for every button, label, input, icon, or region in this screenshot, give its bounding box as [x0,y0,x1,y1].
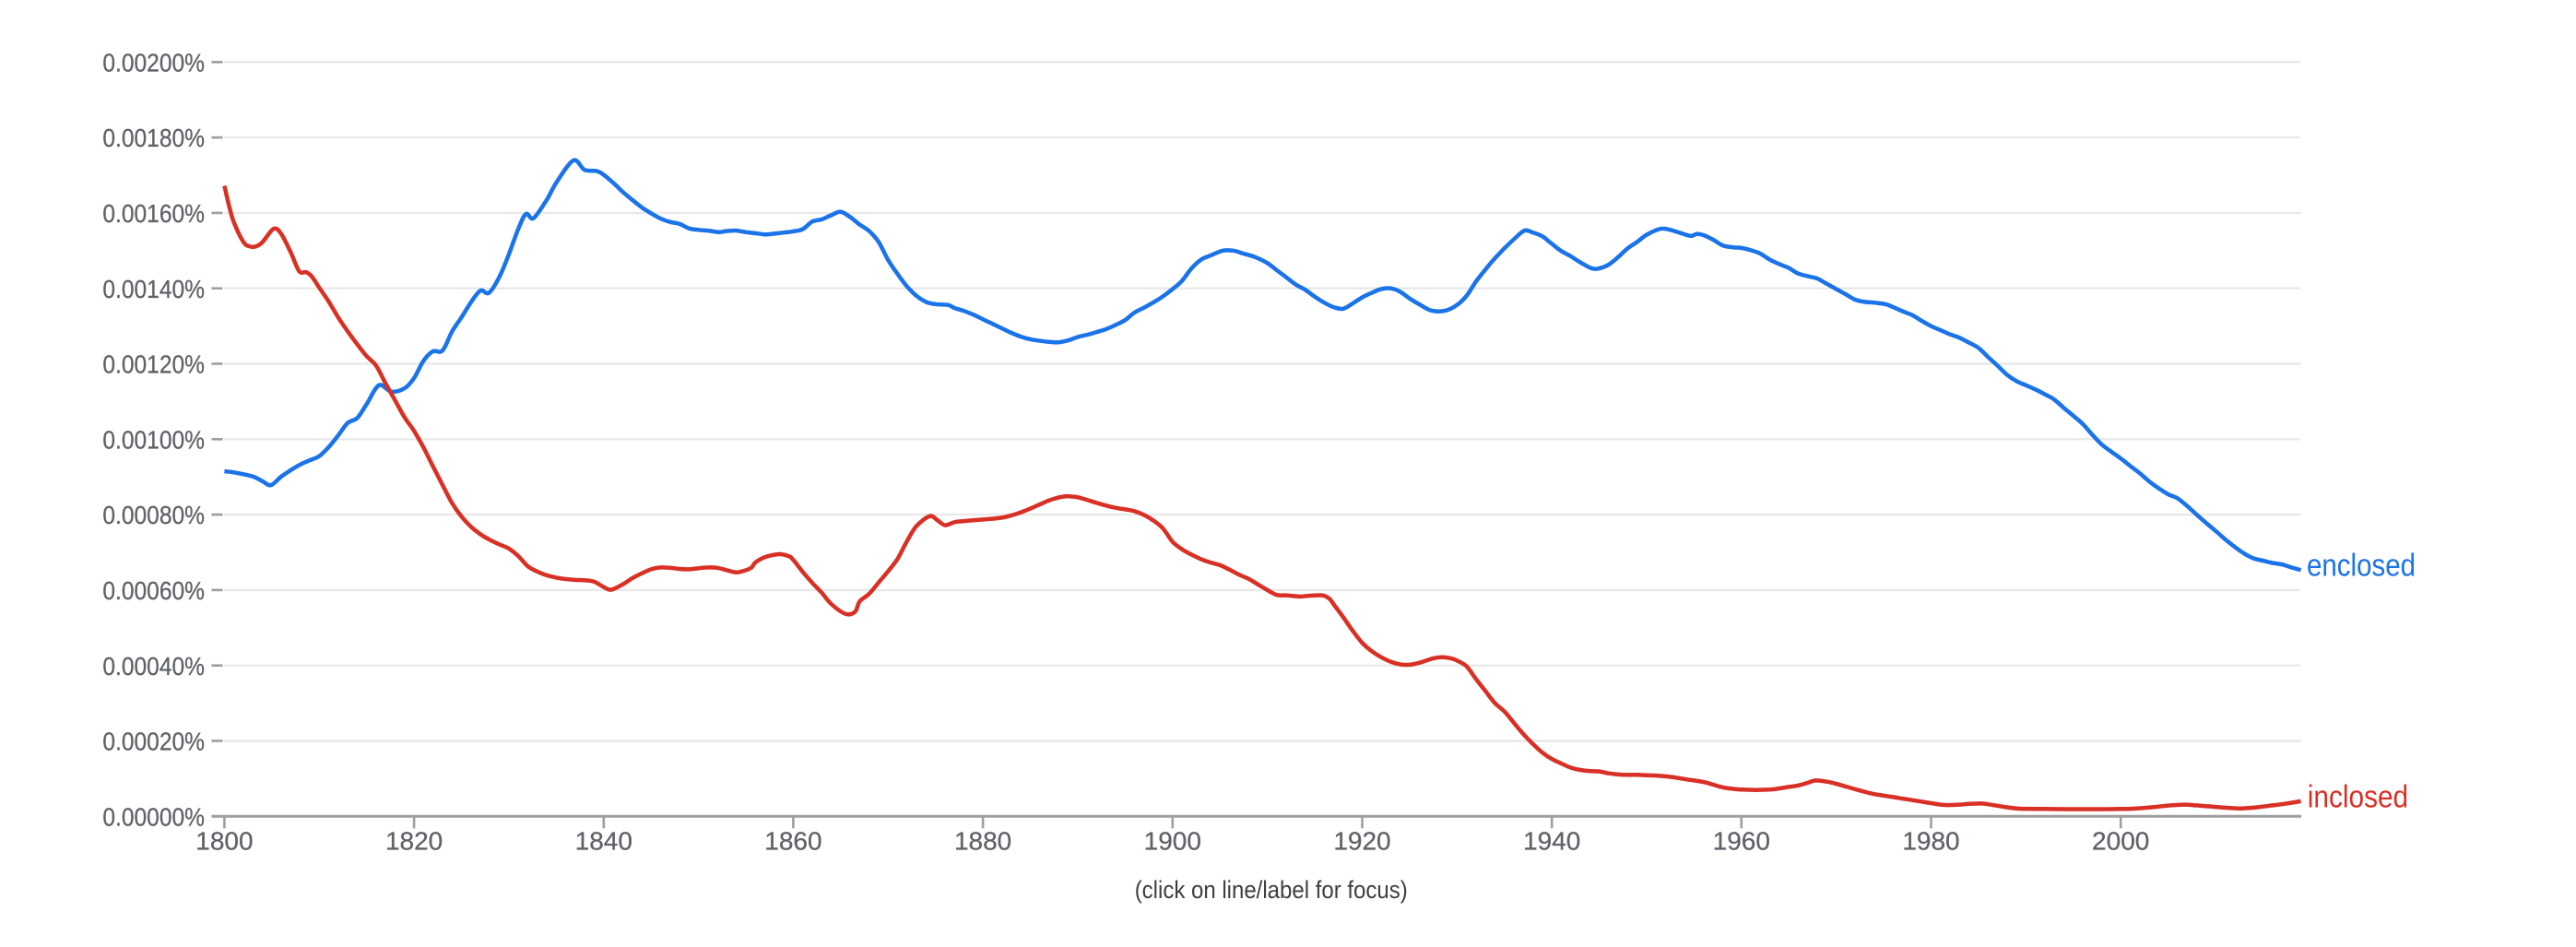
svg-text:0.00140%: 0.00140% [102,275,205,303]
svg-text:0.00000%: 0.00000% [102,802,205,831]
svg-text:(click on line/label for focus: (click on line/label for focus) [1135,876,1408,904]
svg-text:1820: 1820 [385,827,443,856]
svg-text:1980: 1980 [1902,827,1959,856]
svg-text:1880: 1880 [954,827,1011,856]
svg-text:1860: 1860 [764,827,821,856]
svg-text:1840: 1840 [575,827,632,856]
svg-text:1920: 1920 [1333,827,1390,856]
svg-text:0.00060%: 0.00060% [102,576,205,605]
svg-text:1800: 1800 [195,827,253,856]
svg-text:0.00180%: 0.00180% [102,124,205,152]
svg-text:inclosed: inclosed [2308,779,2408,814]
svg-text:1900: 1900 [1144,827,1201,856]
svg-text:1940: 1940 [1523,827,1580,856]
svg-text:1960: 1960 [1713,827,1770,856]
svg-text:2000: 2000 [2092,827,2149,856]
svg-text:0.00040%: 0.00040% [102,652,205,681]
svg-text:0.00160%: 0.00160% [102,199,205,228]
svg-text:0.00080%: 0.00080% [102,501,205,529]
svg-text:0.00120%: 0.00120% [102,350,205,379]
svg-text:enclosed: enclosed [2307,549,2416,584]
svg-text:0.00100%: 0.00100% [102,425,205,454]
svg-text:0.00200%: 0.00200% [102,48,205,77]
svg-text:0.00020%: 0.00020% [102,728,205,756]
